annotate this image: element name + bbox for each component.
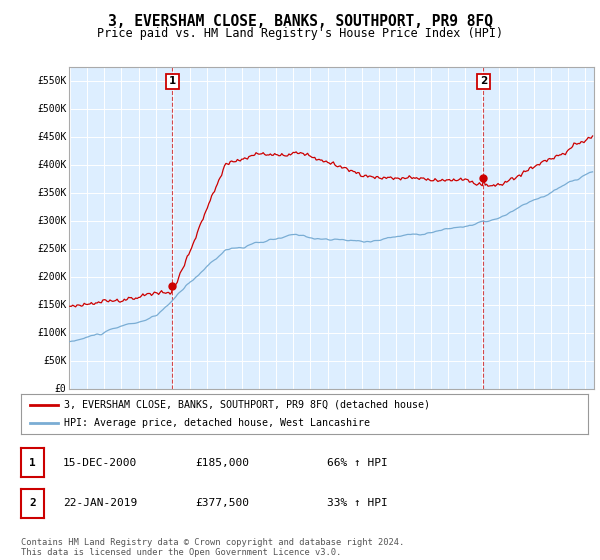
- Text: £500K: £500K: [37, 104, 67, 114]
- Text: 2016: 2016: [422, 397, 431, 417]
- Text: 2022: 2022: [525, 397, 534, 417]
- Text: 1: 1: [29, 458, 36, 468]
- Text: 1995: 1995: [61, 397, 70, 417]
- Text: 2004: 2004: [215, 397, 224, 417]
- Text: £250K: £250K: [37, 244, 67, 254]
- Text: HPI: Average price, detached house, West Lancashire: HPI: Average price, detached house, West…: [64, 418, 370, 428]
- Text: 15-DEC-2000: 15-DEC-2000: [63, 458, 137, 468]
- Text: 2019: 2019: [473, 397, 482, 417]
- Text: 2001: 2001: [164, 397, 173, 417]
- Text: 2023: 2023: [542, 397, 551, 417]
- Text: 3, EVERSHAM CLOSE, BANKS, SOUTHPORT, PR9 8FQ: 3, EVERSHAM CLOSE, BANKS, SOUTHPORT, PR9…: [107, 14, 493, 29]
- Text: 2003: 2003: [199, 397, 208, 417]
- Text: 2006: 2006: [250, 397, 259, 417]
- Text: 2014: 2014: [388, 397, 397, 417]
- Text: 1996: 1996: [78, 397, 87, 417]
- Text: £100K: £100K: [37, 328, 67, 338]
- Text: 2013: 2013: [370, 397, 379, 417]
- Text: Price paid vs. HM Land Registry's House Price Index (HPI): Price paid vs. HM Land Registry's House …: [97, 27, 503, 40]
- Text: 2010: 2010: [319, 397, 328, 417]
- Text: 2: 2: [29, 498, 36, 508]
- Text: 1999: 1999: [130, 397, 139, 417]
- Text: 2018: 2018: [456, 397, 465, 417]
- Text: 2005: 2005: [233, 397, 242, 417]
- Text: £200K: £200K: [37, 272, 67, 282]
- Text: 2015: 2015: [404, 397, 413, 417]
- Text: 2000: 2000: [147, 397, 156, 417]
- Text: 66% ↑ HPI: 66% ↑ HPI: [327, 458, 388, 468]
- Text: 2017: 2017: [439, 397, 448, 417]
- Text: 2002: 2002: [181, 397, 190, 417]
- Text: £377,500: £377,500: [195, 498, 249, 508]
- Text: 2011: 2011: [336, 397, 345, 417]
- Text: 1997: 1997: [95, 397, 104, 417]
- Text: £150K: £150K: [37, 300, 67, 310]
- Text: 33% ↑ HPI: 33% ↑ HPI: [327, 498, 388, 508]
- Text: £350K: £350K: [37, 188, 67, 198]
- Text: £50K: £50K: [43, 356, 67, 366]
- Text: 3, EVERSHAM CLOSE, BANKS, SOUTHPORT, PR9 8FQ (detached house): 3, EVERSHAM CLOSE, BANKS, SOUTHPORT, PR9…: [64, 400, 430, 409]
- Text: £0: £0: [55, 384, 67, 394]
- Text: 2: 2: [480, 76, 487, 86]
- Text: £185,000: £185,000: [195, 458, 249, 468]
- Text: £550K: £550K: [37, 76, 67, 86]
- Text: 2007: 2007: [267, 397, 276, 417]
- Text: 2012: 2012: [353, 397, 362, 417]
- Text: 2008: 2008: [284, 397, 293, 417]
- Text: £400K: £400K: [37, 160, 67, 170]
- Text: 2021: 2021: [508, 397, 517, 417]
- Text: Contains HM Land Registry data © Crown copyright and database right 2024.
This d: Contains HM Land Registry data © Crown c…: [21, 538, 404, 557]
- Text: 1998: 1998: [112, 397, 121, 417]
- Text: 1: 1: [169, 76, 176, 86]
- Text: 2009: 2009: [301, 397, 310, 417]
- Text: 2025: 2025: [577, 397, 586, 417]
- Text: 22-JAN-2019: 22-JAN-2019: [63, 498, 137, 508]
- Text: 2020: 2020: [490, 397, 499, 417]
- Text: £300K: £300K: [37, 216, 67, 226]
- Text: £450K: £450K: [37, 132, 67, 142]
- Text: 2024: 2024: [559, 397, 568, 417]
